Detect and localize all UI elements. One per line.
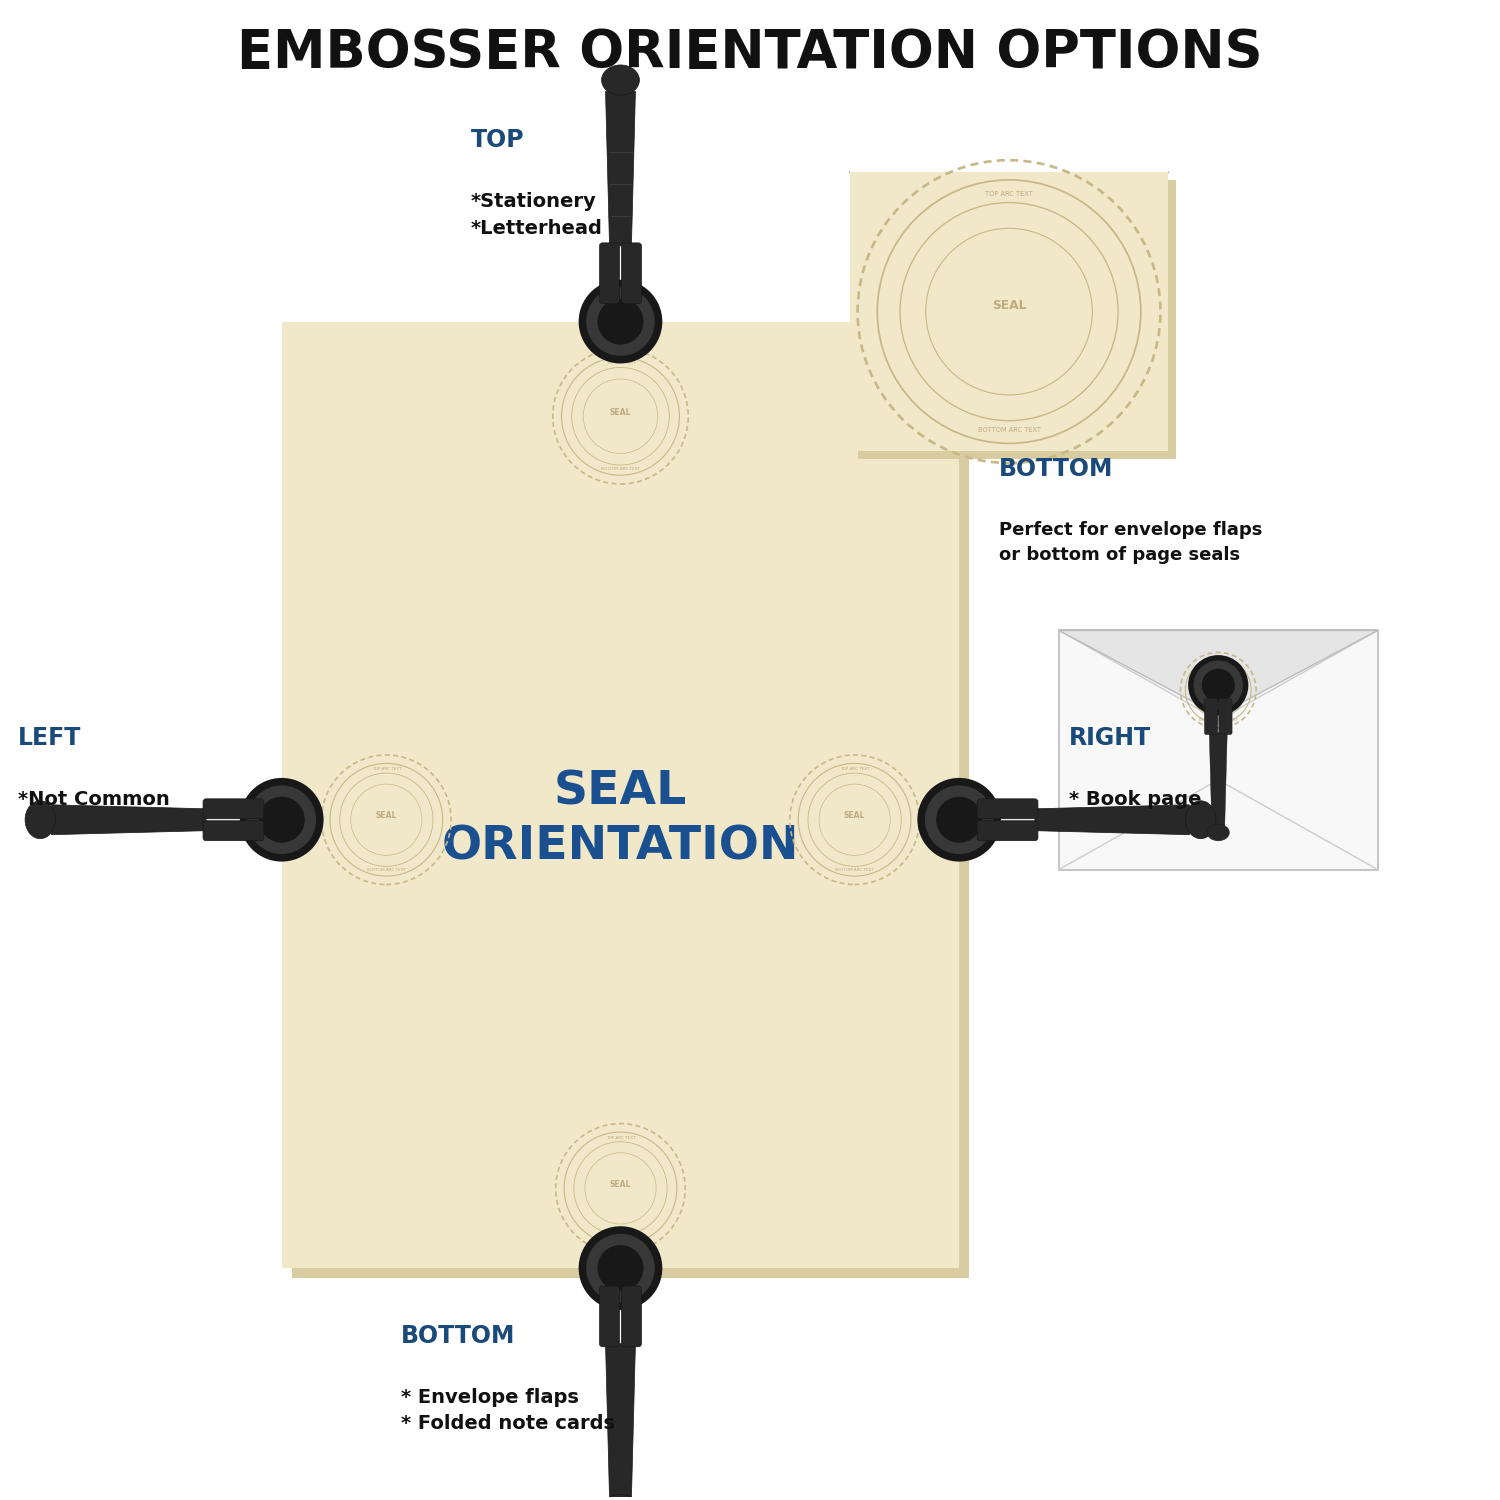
Text: TOP: TOP (471, 128, 525, 152)
Ellipse shape (1208, 824, 1230, 842)
FancyBboxPatch shape (1220, 699, 1232, 735)
Text: SEAL: SEAL (610, 408, 632, 417)
Text: LEFT: LEFT (18, 726, 81, 750)
Ellipse shape (26, 801, 56, 838)
Polygon shape (1035, 806, 1190, 834)
Text: BOTTOM: BOTTOM (999, 458, 1113, 482)
FancyBboxPatch shape (976, 800, 1038, 819)
Polygon shape (1209, 732, 1227, 827)
Text: SEAL: SEAL (992, 298, 1026, 312)
Text: SEAL
ORIENTATION: SEAL ORIENTATION (441, 770, 800, 870)
Text: BOTTOM ARC TEXT: BOTTOM ARC TEXT (836, 868, 874, 873)
Circle shape (579, 1226, 663, 1310)
FancyBboxPatch shape (858, 180, 1176, 459)
Text: TOP ARC TEXT: TOP ARC TEXT (606, 1136, 634, 1140)
Circle shape (240, 778, 324, 861)
FancyBboxPatch shape (849, 172, 1168, 452)
Text: RIGHT: RIGHT (1070, 726, 1150, 750)
Text: SEAL: SEAL (610, 1180, 632, 1190)
FancyBboxPatch shape (282, 321, 958, 1268)
FancyBboxPatch shape (600, 1286, 619, 1347)
FancyBboxPatch shape (976, 821, 1038, 840)
Text: SEAL: SEAL (1208, 681, 1228, 690)
Polygon shape (1059, 630, 1377, 716)
Circle shape (926, 786, 993, 853)
Text: TOP ARC TEXT: TOP ARC TEXT (1203, 658, 1233, 663)
Text: SEAL: SEAL (844, 812, 865, 820)
Circle shape (597, 298, 644, 345)
Text: SEAL: SEAL (375, 812, 398, 820)
Text: TOP ARC TEXT: TOP ARC TEXT (986, 190, 1033, 196)
FancyBboxPatch shape (1059, 630, 1377, 870)
Circle shape (579, 279, 663, 363)
Polygon shape (606, 1344, 636, 1498)
Circle shape (258, 796, 305, 843)
Text: *Not Common: *Not Common (18, 790, 170, 808)
Text: EMBOSSER ORIENTATION OPTIONS: EMBOSSER ORIENTATION OPTIONS (237, 27, 1263, 78)
Circle shape (597, 1245, 644, 1292)
Text: BOTTOM ARC TEXT: BOTTOM ARC TEXT (978, 427, 1041, 433)
Circle shape (586, 288, 656, 356)
Circle shape (1202, 669, 1234, 702)
Circle shape (1194, 660, 1243, 710)
Circle shape (586, 1234, 656, 1302)
Circle shape (918, 778, 1001, 861)
Text: * Book page: * Book page (1070, 790, 1202, 808)
FancyBboxPatch shape (600, 243, 619, 303)
Polygon shape (606, 92, 636, 246)
Polygon shape (51, 806, 206, 834)
Text: TOP ARC TEXT: TOP ARC TEXT (840, 766, 870, 771)
Text: *Stationery
*Letterhead: *Stationery *Letterhead (471, 192, 603, 237)
Text: TOP ARC TEXT: TOP ARC TEXT (606, 362, 634, 366)
Ellipse shape (602, 1494, 639, 1500)
FancyBboxPatch shape (621, 1286, 642, 1347)
Circle shape (248, 786, 316, 853)
Ellipse shape (602, 64, 639, 94)
Text: BOTTOM ARC TEXT: BOTTOM ARC TEXT (602, 1238, 640, 1240)
Text: BOTTOM ARC TEXT: BOTTOM ARC TEXT (602, 466, 640, 471)
FancyBboxPatch shape (621, 243, 642, 303)
Text: Perfect for envelope flaps
or bottom of page seals: Perfect for envelope flaps or bottom of … (999, 520, 1263, 564)
Text: * Envelope flaps
* Folded note cards: * Envelope flaps * Folded note cards (402, 1388, 615, 1432)
FancyBboxPatch shape (202, 821, 264, 840)
Circle shape (1188, 656, 1248, 716)
FancyBboxPatch shape (1204, 699, 1218, 735)
FancyBboxPatch shape (202, 800, 264, 819)
Circle shape (936, 796, 982, 843)
Text: BOTTOM ARC TEXT: BOTTOM ARC TEXT (1198, 718, 1237, 722)
Ellipse shape (1185, 801, 1216, 838)
Text: TOP ARC TEXT: TOP ARC TEXT (372, 766, 400, 771)
Text: BOTTOM: BOTTOM (402, 1324, 516, 1348)
Text: BOTTOM ARC TEXT: BOTTOM ARC TEXT (368, 868, 407, 873)
FancyBboxPatch shape (291, 332, 969, 1278)
